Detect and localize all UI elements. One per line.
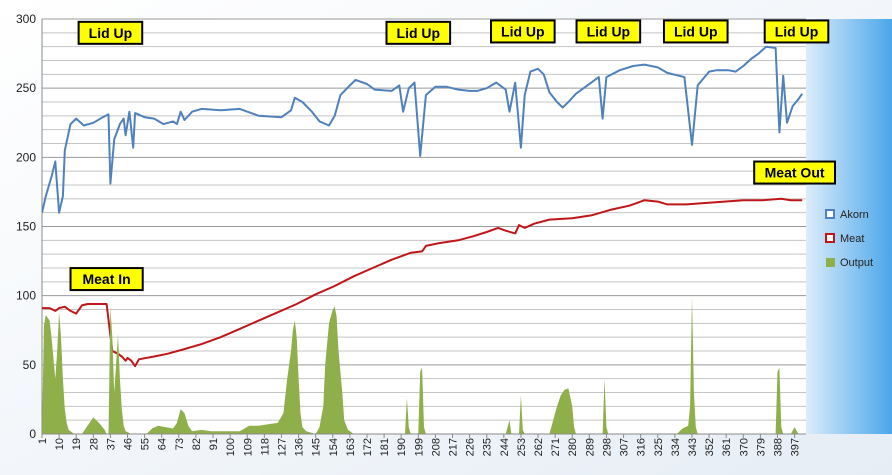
legend-entry: Akorn <box>825 209 869 221</box>
x-tick-label: 190 <box>396 438 408 456</box>
x-tick-label: 208 <box>430 438 442 456</box>
x-tick-label: 289 <box>584 438 596 456</box>
x-axis: 1 10 19 28 37 46 55 64 73 82 91 100 109 118 127 136 145 1… <box>37 433 806 456</box>
x-tick-label: 388 <box>772 438 784 456</box>
annotation-callout: Lid Up <box>490 19 556 44</box>
x-tick-label: 136 <box>294 438 306 456</box>
x-tick-label: 82 <box>191 438 203 450</box>
x-tick-label: 325 <box>653 438 665 456</box>
annotation-box <box>753 160 836 185</box>
x-tick-label: 37 <box>105 438 117 450</box>
x-tick-label: 235 <box>482 438 494 456</box>
annotation-label: Lid Up <box>587 23 631 39</box>
x-tick-label: 397 <box>790 438 802 456</box>
annotation-callout: Lid Up <box>77 20 144 45</box>
legend-label: Akorn <box>840 209 869 221</box>
series-group <box>42 45 804 434</box>
x-tick-label: 334 <box>670 438 682 456</box>
y-tick-label: 300 <box>16 12 36 26</box>
output-area <box>42 295 803 434</box>
legend-entry: Meat <box>825 233 864 245</box>
x-tick-label: 370 <box>738 438 750 456</box>
x-tick-label: 379 <box>755 438 767 456</box>
legend-label: Meat <box>840 233 864 245</box>
x-tick-label: 118 <box>259 438 271 456</box>
x-tick-label: 253 <box>516 438 528 456</box>
y-tick-label: 100 <box>16 289 36 303</box>
y-tick-label: 200 <box>16 150 36 164</box>
annotation-box <box>662 19 729 44</box>
annotation-label: Lid Up <box>674 23 718 39</box>
gridlines <box>42 18 806 435</box>
annotation-box <box>385 20 452 45</box>
legend-entry: Output <box>826 257 873 269</box>
x-tick-label: 217 <box>448 438 460 456</box>
legend-swatch <box>825 209 835 219</box>
annotation-callout: Meat In <box>69 267 144 292</box>
annotation-callout: Meat Out <box>753 160 836 185</box>
x-tick-label: 262 <box>533 438 545 456</box>
akorn-line <box>42 45 804 214</box>
annotation-callout: Lid Up <box>575 19 642 44</box>
x-tick-label: 127 <box>276 438 288 456</box>
x-tick-label: 280 <box>567 438 579 456</box>
x-tick-label: 352 <box>704 438 716 456</box>
x-tick-label: 226 <box>465 438 477 456</box>
x-tick-label: 343 <box>687 438 699 456</box>
x-tick-label: 298 <box>601 438 613 456</box>
annotation-box <box>69 267 144 292</box>
annotation-label: Meat Out <box>765 165 825 181</box>
annotation-label: Lid Up <box>501 23 545 39</box>
x-tick-label: 1 <box>37 438 49 444</box>
x-tick-label: 199 <box>413 438 425 456</box>
x-tick-label: 181 <box>379 438 391 456</box>
meat-line <box>42 197 803 368</box>
x-tick-label: 46 <box>123 438 135 450</box>
annotation-box <box>490 19 556 44</box>
annotation-callout: Lid Up <box>662 19 729 44</box>
x-tick-label: 91 <box>208 438 220 450</box>
x-tick-label: 163 <box>345 438 357 456</box>
annotations: Lid Up Lid Up Lid Up Lid Up Lid Up Lid Up Meat… <box>69 19 836 292</box>
annotation-label: Lid Up <box>397 25 441 41</box>
annotation-label: Lid Up <box>775 23 819 39</box>
x-tick-label: 55 <box>140 438 152 450</box>
legend-panel <box>806 19 892 434</box>
legend-swatch <box>825 233 835 243</box>
annotation-box <box>575 19 642 44</box>
x-tick-label: 271 <box>550 438 562 456</box>
x-tick-label: 307 <box>619 438 631 456</box>
y-tick-label: 150 <box>16 220 36 234</box>
annotation-callout: Lid Up <box>385 20 452 45</box>
annotation-box <box>77 20 144 45</box>
x-tick-label: 28 <box>88 438 100 450</box>
x-tick-label: 145 <box>311 438 323 456</box>
legend-label: Output <box>840 257 873 269</box>
x-tick-label: 109 <box>242 438 254 456</box>
y-tick-label: 250 <box>16 81 36 95</box>
x-tick-label: 361 <box>721 438 733 456</box>
y-tick-label: 50 <box>23 358 37 372</box>
x-tick-label: 100 <box>225 438 237 456</box>
annotation-callout: Lid Up <box>763 19 830 44</box>
annotation-label: Meat In <box>82 271 130 287</box>
x-tick-label: 316 <box>636 438 648 456</box>
annotation-label: Lid Up <box>89 25 133 41</box>
x-tick-label: 64 <box>157 438 169 450</box>
legend-swatch <box>826 258 835 267</box>
y-tick-label: 0 <box>29 427 36 441</box>
x-tick-label: 10 <box>54 438 66 450</box>
y-axis: 0 50 100 150 200 250 300 <box>16 12 43 441</box>
x-tick-label: 172 <box>362 438 374 456</box>
annotation-box <box>763 19 830 44</box>
x-tick-label: 73 <box>174 438 186 450</box>
legend: Akorn Meat Output <box>825 209 873 269</box>
x-tick-label: 154 <box>328 438 340 456</box>
x-tick-label: 19 <box>71 438 83 450</box>
x-tick-label: 244 <box>499 438 511 456</box>
